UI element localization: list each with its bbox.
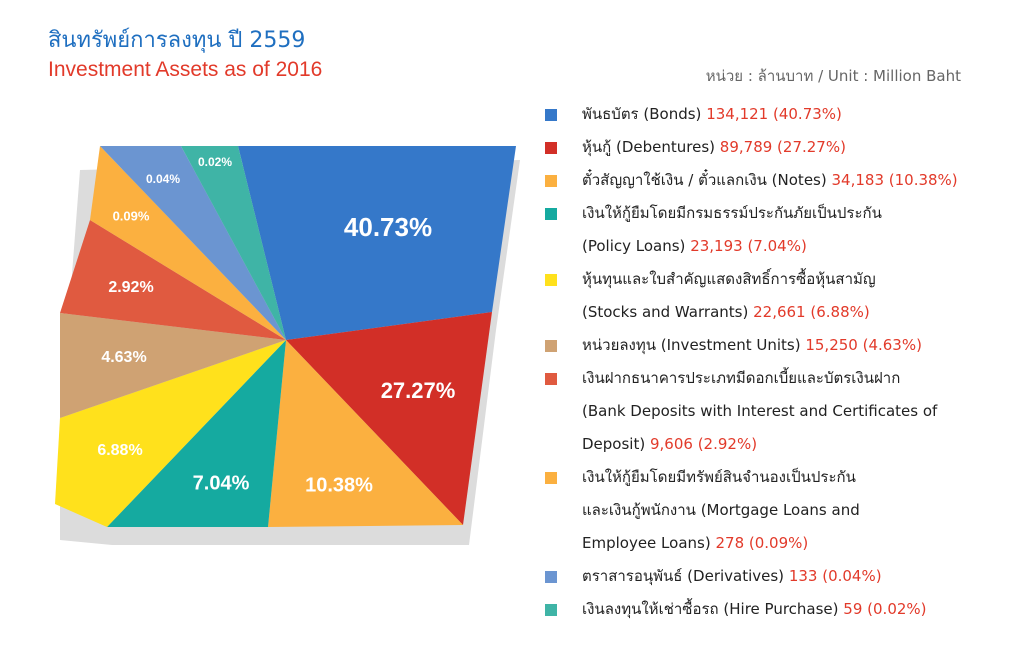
legend-swatch xyxy=(545,340,557,352)
legend-item-3: ตั๋วสัญญาใช้เงิน / ตั๋วแลกเงิน (Notes) 3… xyxy=(545,164,985,197)
legend-swatch xyxy=(545,274,557,286)
legend-label: หุ้นกู้ (Debentures) 89,789 (27.27%) xyxy=(582,138,846,156)
slice-label-6: 4.63% xyxy=(101,349,146,366)
pie-slice-3 xyxy=(268,340,463,527)
legend-label: เงินให้กู้ยืมโดยมีกรมธรรม์ประกันภัยเป็นป… xyxy=(582,204,882,222)
legend-item-4: เงินให้กู้ยืมโดยมีกรมธรรม์ประกันภัยเป็นป… xyxy=(545,197,985,263)
slice-label-3: 10.38% xyxy=(305,474,373,496)
legend-swatch xyxy=(545,373,557,385)
legend-swatch xyxy=(545,472,557,484)
legend-item-8: เงินให้กู้ยืมโดยมีทรัพย์สินจำนองเป็นประก… xyxy=(545,461,985,560)
legend-label: เงินให้กู้ยืมโดยมีทรัพย์สินจำนองเป็นประก… xyxy=(582,468,856,486)
legend-swatch xyxy=(545,208,557,220)
slice-label-8: 0.09% xyxy=(113,208,150,223)
legend-swatch xyxy=(545,604,557,616)
legend-item-7: เงินฝากธนาคารประเภทมีดอกเบี้ยและบัตรเงิน… xyxy=(545,362,985,461)
legend-value: 15,250 (4.63%) xyxy=(805,336,922,354)
legend-item-9: ตราสารอนุพันธ์ (Derivatives) 133 (0.04%) xyxy=(545,560,985,593)
legend-label: ตั๋วสัญญาใช้เงิน / ตั๋วแลกเงิน (Notes) 3… xyxy=(582,171,958,189)
pie-slice-1 xyxy=(238,146,516,340)
pie-slice-8 xyxy=(90,146,286,340)
legend-label: เงินฝากธนาคารประเภทมีดอกเบี้ยและบัตรเงิน… xyxy=(582,369,901,387)
pie-slice-7 xyxy=(60,220,286,340)
legend-value: 59 (0.02%) xyxy=(843,600,927,618)
legend-item-1: พันธบัตร (Bonds) 134,121 (40.73%) xyxy=(545,98,985,131)
legend-label: และเงินกู้พนักงาน (Mortgage Loans and xyxy=(582,501,860,519)
pie-slice-9 xyxy=(100,146,286,340)
chart-title-english: Investment Assets as of 2016 xyxy=(48,58,323,81)
legend-label: Employee Loans) 278 (0.09%) xyxy=(582,534,809,552)
slice-label-2: 27.27% xyxy=(381,378,456,403)
legend-item-6: หน่วยลงทุน (Investment Units) 15,250 (4.… xyxy=(545,329,985,362)
pie-chart: 40.73% 27.27% 10.38% 7.04% 6.88% 4.63% 2.92% 0.… xyxy=(55,146,520,545)
pie-slice-2 xyxy=(286,312,492,525)
slice-label-9: 0.04% xyxy=(146,172,180,186)
slice-label-7: 2.92% xyxy=(108,279,153,296)
slice-label-1: 40.73% xyxy=(344,212,432,242)
legend-label: เงินลงทุนให้เช่าซื้อรถ (Hire Purchase) 5… xyxy=(582,600,927,618)
legend-value: 278 (0.09%) xyxy=(715,534,809,552)
unit-label: หน่วย : ล้านบาท / Unit : Million Baht xyxy=(705,67,961,85)
legend-label: (Bank Deposits with Interest and Certifi… xyxy=(582,402,938,420)
legend-value: 22,661 (6.88%) xyxy=(753,303,870,321)
legend-label: (Stocks and Warrants) 22,661 (6.88%) xyxy=(582,303,870,321)
legend-label: ตราสารอนุพันธ์ (Derivatives) 133 (0.04%) xyxy=(582,567,882,585)
legend-swatch xyxy=(545,175,557,187)
legend-label: Deposit) 9,606 (2.92%) xyxy=(582,435,758,453)
chart-legend: พันธบัตร (Bonds) 134,121 (40.73%) หุ้นกู้… xyxy=(545,98,985,626)
slice-label-5: 6.88% xyxy=(97,442,142,459)
chart-title-thai: สินทรัพย์การลงทุน ปี 2559 xyxy=(48,28,306,53)
legend-item-5: หุ้นทุนและใบสำคัญแสดงสิทธิ์การซื้อหุ้นสา… xyxy=(545,263,985,329)
legend-label: (Policy Loans) 23,193 (7.04%) xyxy=(582,237,807,255)
legend-label: พันธบัตร (Bonds) 134,121 (40.73%) xyxy=(582,105,842,123)
legend-label: หน่วยลงทุน (Investment Units) 15,250 (4.… xyxy=(582,336,922,354)
legend-item-10: เงินลงทุนให้เช่าซื้อรถ (Hire Purchase) 5… xyxy=(545,593,985,626)
legend-value: 134,121 (40.73%) xyxy=(706,105,842,123)
legend-value: 34,183 (10.38%) xyxy=(831,171,958,189)
legend-value: 23,193 (7.04%) xyxy=(690,237,807,255)
pie-slice-5 xyxy=(55,340,286,527)
legend-value: 133 (0.04%) xyxy=(788,567,882,585)
pie-slice-6 xyxy=(60,313,286,418)
legend-swatch xyxy=(545,571,557,583)
legend-value: 9,606 (2.92%) xyxy=(649,435,758,453)
legend-swatch xyxy=(545,142,557,154)
slice-label-10: 0.02% xyxy=(198,155,232,169)
legend-value: 89,789 (27.27%) xyxy=(719,138,846,156)
legend-swatch xyxy=(545,109,557,121)
slice-label-4: 7.04% xyxy=(193,472,250,494)
legend-label: หุ้นทุนและใบสำคัญแสดงสิทธิ์การซื้อหุ้นสา… xyxy=(582,270,876,288)
pie-slice-10 xyxy=(181,146,286,340)
legend-item-2: หุ้นกู้ (Debentures) 89,789 (27.27%) xyxy=(545,131,985,164)
